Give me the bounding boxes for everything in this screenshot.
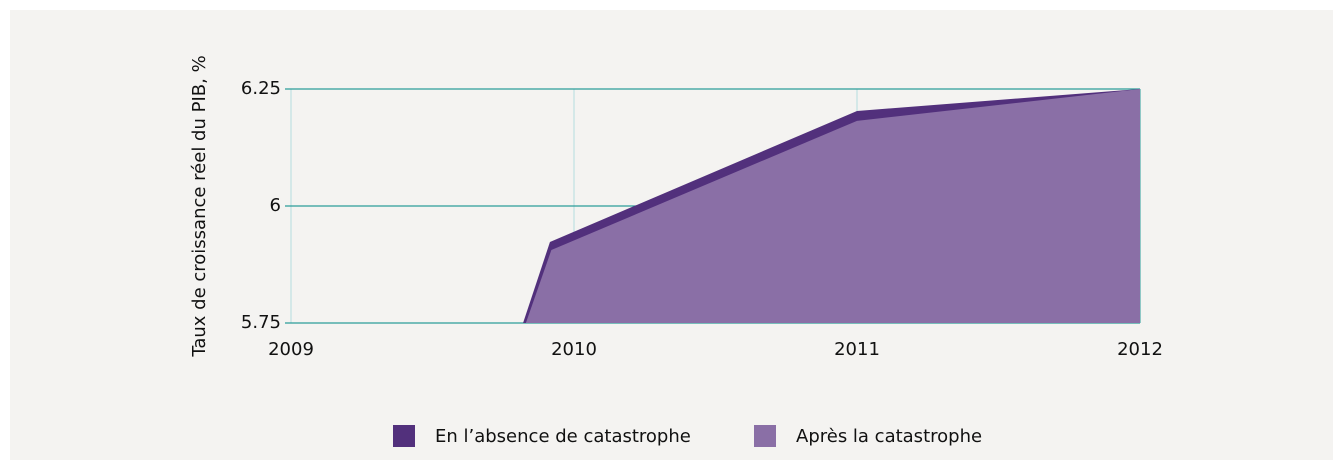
area [525,89,1140,323]
y-tick-label: 6.25 [241,78,281,99]
y-axis-label: Taux de croissance réel du PIB, % [189,55,210,357]
x-tick-label: 2012 [1117,339,1163,360]
y-tick-label: 6 [270,195,281,216]
legend-swatch [754,425,776,447]
x-tick-label: 2009 [268,339,314,360]
y-tick-label: 5.75 [241,312,281,333]
legend-label: En l’absence de catastrophe [435,426,691,447]
legend-label: Après la catastrophe [796,426,982,447]
legend-swatch [393,425,415,447]
x-tick-label: 2010 [551,339,597,360]
x-tick-label: 2011 [834,339,880,360]
